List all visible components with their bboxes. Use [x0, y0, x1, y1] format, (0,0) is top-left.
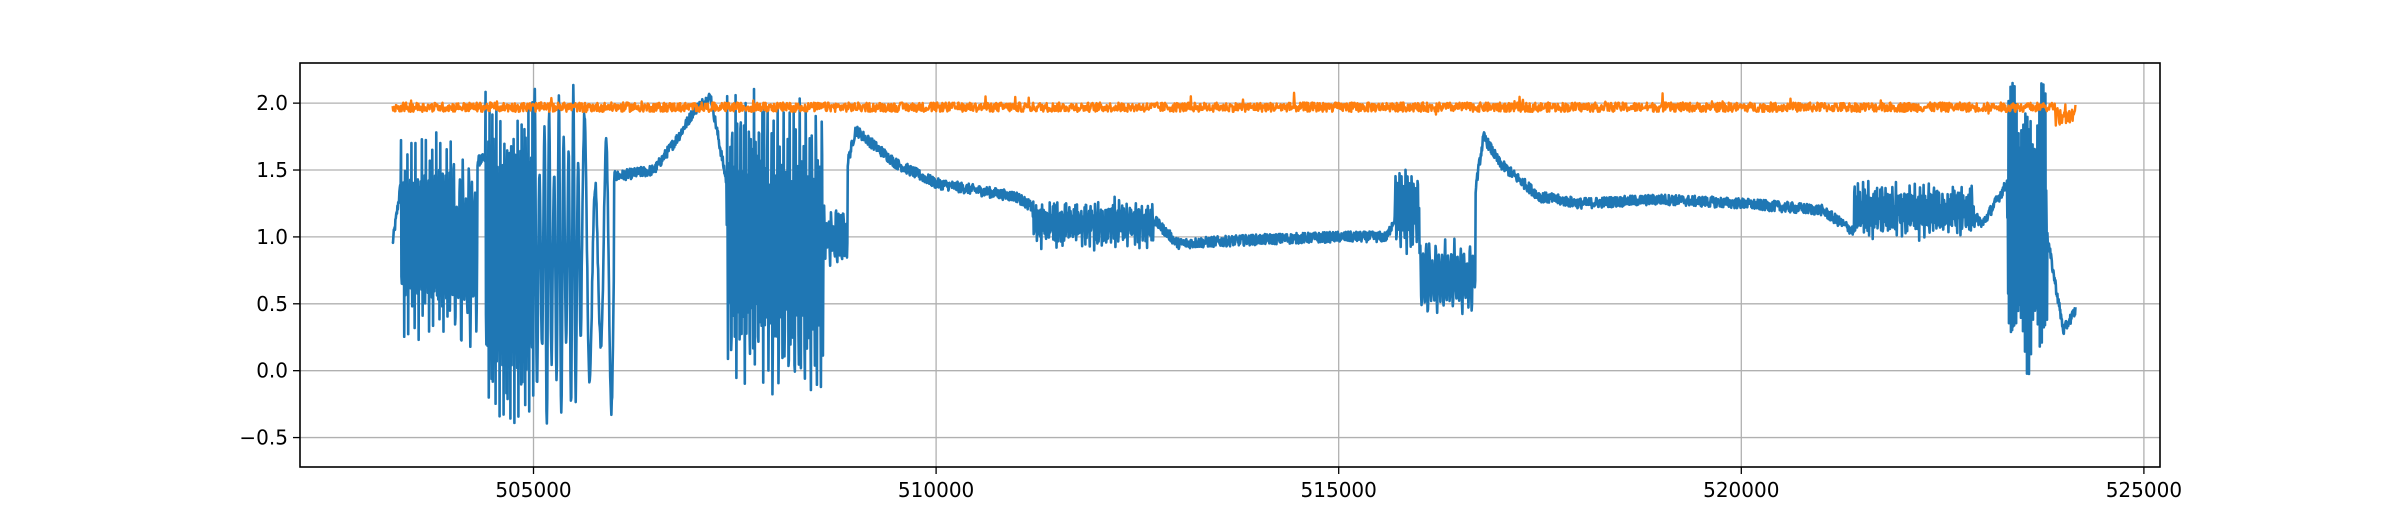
y-tick-label-4: 1.5	[256, 158, 288, 182]
y-tick-label-0: −0.5	[239, 426, 288, 450]
x-tick-label-0: 505000	[495, 478, 571, 502]
series-line-orange	[391, 91, 2077, 127]
x-tick-label-3: 520000	[1703, 478, 1779, 502]
x-tick-label-2: 515000	[1301, 478, 1377, 502]
y-tick-label-5: 2.0	[256, 91, 288, 115]
axes-ticks: 505000 510000 515000 520000 525000 −0.5 0.0 0.5…	[239, 91, 2182, 502]
y-tick-label-1: 0.0	[256, 359, 288, 383]
series-layer	[391, 81, 2077, 425]
plot-frame	[299, 62, 2161, 468]
y-tick-label-3: 1.0	[256, 225, 288, 249]
x-tick-label-1: 510000	[898, 478, 974, 502]
y-tick-label-2: 0.5	[256, 292, 288, 316]
x-tick-label-4: 525000	[2106, 478, 2182, 502]
series-line-blue	[391, 81, 2077, 425]
